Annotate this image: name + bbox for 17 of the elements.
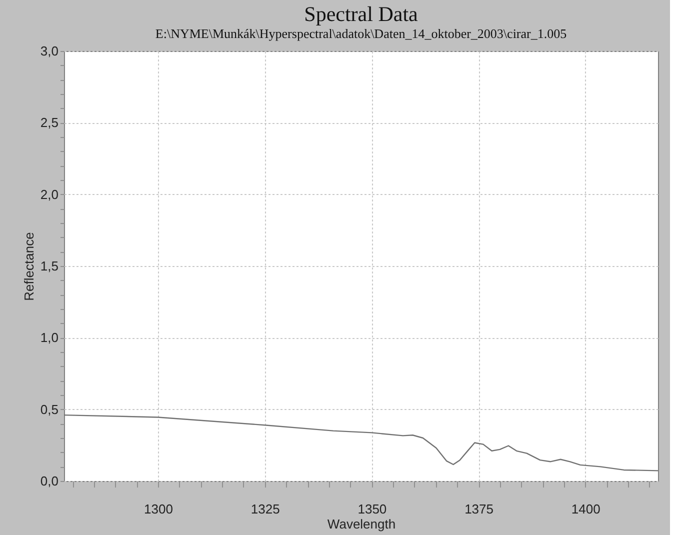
- y-tick-label: 1,5: [40, 258, 58, 274]
- x-axis-title: Wavelength: [327, 516, 396, 532]
- chart-subtitle: E:\NYME\Munkák\Hyperspectral\adatok\Daten_14_oktober_2003\cirar_1.005: [155, 26, 567, 41]
- y-tick-label: 0,5: [40, 402, 58, 417]
- x-tick-label: 1375: [464, 502, 494, 516]
- x-tick-label: 1300: [144, 502, 173, 516]
- y-tick-label: 2,5: [40, 115, 58, 130]
- y-tick-label: 0,0: [40, 474, 58, 488]
- x-tick-label: 1325: [250, 502, 280, 516]
- chart-title: Spectral Data: [304, 2, 419, 26]
- x-tick-label: 1350: [358, 502, 387, 516]
- y-tick-label: 1,0: [40, 330, 58, 346]
- y-axis-title: Reflectance: [21, 232, 36, 301]
- y-tick-label: 2,0: [40, 186, 58, 202]
- line-series: [64, 414, 658, 472]
- x-tick-label: 1400: [571, 502, 600, 516]
- y-tick-label: 3,0: [40, 44, 58, 58]
